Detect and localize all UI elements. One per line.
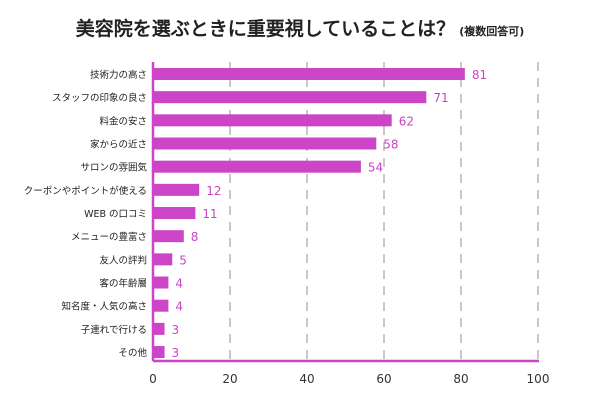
- data-label: 3: [172, 323, 180, 337]
- category-label: 家からの近さ: [90, 139, 147, 151]
- bar: [153, 183, 200, 196]
- data-label: 5: [179, 253, 187, 267]
- category-label: 客の年齢層: [99, 278, 147, 290]
- bar: [153, 322, 165, 335]
- category-label: その他: [118, 347, 147, 359]
- data-label: 11: [202, 207, 217, 221]
- x-tick-label: 40: [299, 372, 314, 386]
- data-label: 81: [472, 68, 487, 82]
- x-tick-label: 80: [453, 372, 468, 386]
- data-label: 71: [433, 91, 448, 105]
- data-label: 8: [191, 230, 199, 244]
- bar: [153, 137, 377, 150]
- x-tick-label: 100: [527, 372, 550, 386]
- category-label: 料金の安さ: [99, 115, 147, 127]
- category-label: サロンの雰囲気: [80, 162, 147, 174]
- data-label: 62: [399, 114, 414, 128]
- x-tick-label: 20: [222, 372, 237, 386]
- bar: [153, 207, 196, 220]
- category-label: 友人の評判: [99, 254, 147, 266]
- bar: [153, 68, 465, 80]
- category-label: 子連れで行ける: [81, 324, 147, 336]
- chart-title: 美容院を選ぶときに重要視していることは？ (複数回答可): [0, 14, 600, 41]
- data-label: 54: [368, 161, 383, 175]
- data-label: 12: [206, 184, 221, 198]
- category-label: スタッフの印象の良さ: [52, 92, 147, 104]
- data-label: 3: [172, 346, 180, 360]
- data-label: 4: [175, 300, 183, 314]
- category-label: メニューの豊富さ: [71, 231, 147, 243]
- category-label: 知名度・人気の高さ: [61, 301, 147, 313]
- bar: [153, 114, 392, 127]
- data-label: 4: [175, 277, 183, 291]
- chart-subtitle: (複数回答可): [459, 25, 525, 38]
- bar: [153, 160, 361, 173]
- title-text: 美容院を選ぶときに重要視していることは？: [75, 18, 456, 40]
- bar: [153, 346, 165, 359]
- bar: [153, 299, 169, 312]
- x-tick-label: 60: [376, 372, 391, 386]
- data-label: 58: [383, 138, 398, 152]
- bar: [153, 276, 169, 289]
- category-label: 技術力の高さ: [90, 69, 147, 81]
- bar: [153, 230, 184, 243]
- bar: [153, 253, 173, 266]
- category-label: WEB の口コミ: [84, 209, 147, 220]
- x-tick-label: 0: [149, 372, 157, 386]
- category-label: クーポンやポイントが使える: [24, 185, 147, 197]
- bar: [153, 91, 427, 104]
